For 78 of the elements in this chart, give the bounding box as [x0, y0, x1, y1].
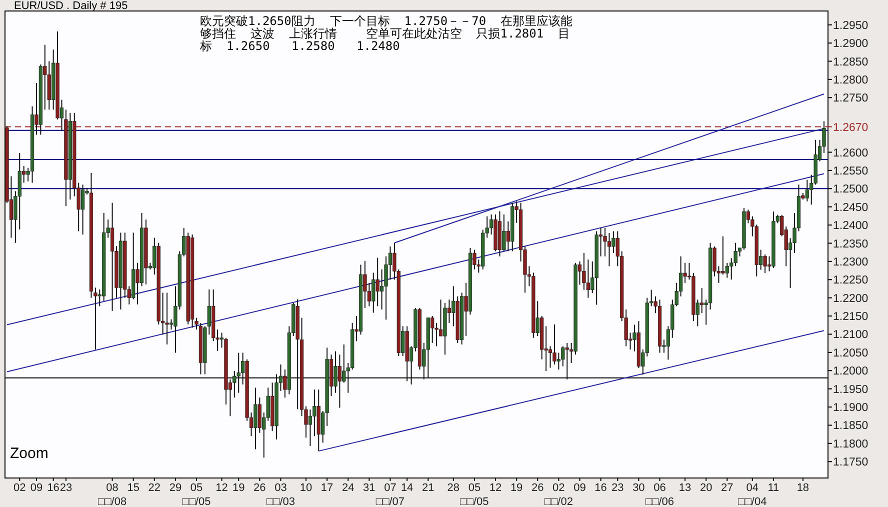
x-tick-label: 28 [447, 482, 460, 494]
x-tick-label: 18 [796, 482, 810, 494]
candlestick [254, 387, 258, 450]
y-tick-label: 1.2300 [833, 256, 868, 268]
x-tick-label: 31 [363, 482, 376, 494]
candlestick [165, 292, 169, 345]
x-tick-label: 05 □□/05 [182, 482, 211, 507]
x-tick-label: 17 [320, 482, 334, 494]
y-tick-label: 1.2550 [833, 165, 868, 178]
candlestick [565, 342, 569, 380]
x-tick-label: 06 □□/06 [645, 482, 674, 507]
x-tick-label: 23 [60, 482, 72, 494]
x-tick-label: 14 [400, 482, 414, 494]
x-tick-label: 16 [594, 482, 607, 494]
y-tick-label: 1.2600 [833, 147, 868, 160]
y-tick-label: 1.2900 [833, 38, 868, 50]
y-tick-label: 1.1950 [833, 384, 868, 396]
candlestick [548, 346, 552, 368]
candlestick [110, 202, 114, 312]
x-tick-label: 09 [30, 482, 43, 494]
y-tick-label: 1.2750 [833, 92, 868, 105]
y-tick-label: 1.2150 [833, 311, 868, 324]
x-tick-label: 20 [700, 482, 712, 494]
x-tick-label: 11 [768, 482, 780, 494]
y-tick-label: 1.2050 [833, 347, 868, 360]
y-tick-label: 1.2000 [833, 366, 868, 378]
y-tick-label: 1.1900 [833, 402, 868, 414]
y-tick-label: 1.2400 [833, 220, 868, 232]
x-tick-label: 16 [47, 482, 60, 494]
y-tick-label: 1.2100 [833, 329, 868, 342]
candlestick [763, 254, 767, 274]
x-tick-label: 12 [216, 482, 228, 494]
y-tick-label: 1.1850 [833, 420, 868, 432]
candlestick [308, 409, 312, 446]
y-tick-label: 1.2500 [833, 184, 868, 196]
x-tick-label: 23 [612, 482, 624, 494]
x-tick-label: 27 [721, 482, 734, 494]
y-tick-label: 1.2450 [833, 202, 868, 214]
x-tick-label: 13 [678, 482, 692, 494]
ref-line-label: 1.2670 [833, 122, 868, 134]
x-tick-label: 05 □□/05 [460, 482, 489, 507]
y-tick-label: 1.2200 [833, 292, 868, 305]
x-tick-label: 12 [489, 482, 502, 494]
candlestick [376, 257, 380, 307]
y-tick-label: 1.2350 [833, 238, 868, 250]
x-tick-label: 30 [632, 482, 645, 494]
x-tick-label: 02 [14, 482, 26, 494]
x-tick-label: 02 □□/02 [544, 482, 573, 507]
x-tick-label: 26 [532, 482, 544, 494]
x-tick-label: 19 [510, 482, 523, 494]
x-tick-label: 29 [169, 482, 182, 494]
annotation: 欧元突破1.2650阻力 下一个目标 1.2750－－70 在那里应该能够挡住 这波 上涨行情 空单可在此处沽空 只损1.2801 目标 1.2650 1.2580 1.2480 [199, 14, 572, 53]
candlestick [721, 236, 725, 276]
y-tick-label: 1.1800 [833, 438, 868, 450]
annotation: Zoom [10, 445, 48, 462]
x-tick-label: 04 □□/04 [738, 482, 767, 507]
y-tick-label: 1.2250 [833, 274, 868, 287]
candlestick [94, 287, 98, 350]
candlestick [312, 389, 316, 437]
candlestick [612, 230, 616, 254]
candlestick [502, 214, 506, 252]
x-tick-label: 03 □□/03 [266, 482, 296, 507]
x-tick-label: 22 [148, 482, 161, 494]
x-tick-label: 26 [254, 482, 266, 494]
candlestick [438, 299, 443, 337]
y-tick-label: 1.2950 [833, 20, 868, 32]
x-tick-label: 24 [342, 482, 354, 494]
x-tick-label: 19 [232, 482, 245, 494]
x-tick-label: 21 [422, 482, 434, 494]
candlestick [607, 232, 612, 267]
x-tick-label: 09 [574, 482, 586, 494]
x-tick-label: 15 [127, 482, 140, 494]
chart-title: EUR/USD . Daily # 195 [14, 0, 128, 12]
y-tick-label: 1.2850 [833, 56, 868, 68]
x-tick-label: 08 □□/08 [98, 482, 127, 507]
x-tick-label: 10 [300, 482, 312, 494]
y-tick-label: 1.1750 [833, 456, 868, 469]
y-tick-label: 1.2800 [833, 74, 868, 86]
